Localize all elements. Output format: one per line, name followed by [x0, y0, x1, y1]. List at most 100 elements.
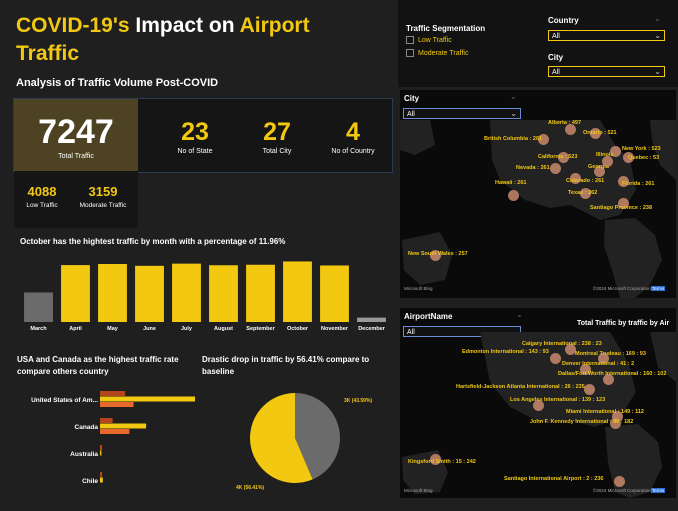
map-point-label: Nevada : 261 — [516, 165, 550, 171]
month-bar[interactable] — [320, 265, 349, 322]
month-bar[interactable] — [357, 317, 386, 322]
chevron-down-icon: ⌄ — [510, 327, 517, 336]
map-point-label: Santiago Province : 238 — [590, 205, 653, 211]
segment-low[interactable]: Low Traffic — [406, 36, 468, 44]
chevron-down-icon[interactable]: ⌄ — [516, 310, 523, 319]
country-bar[interactable] — [100, 391, 126, 396]
map-point-label: Miami International : 149 : 112 — [566, 409, 644, 415]
country-dropdown[interactable]: All ⌄ — [548, 30, 665, 41]
month-chart-title: October has the hightest traffic by mont… — [20, 237, 286, 246]
airport-map[interactable]: AirportName ⌄ All ⌄ Total Traffic by traf… — [400, 308, 676, 498]
country-bar[interactable] — [100, 477, 103, 483]
country-bar[interactable] — [100, 402, 134, 407]
map-point-label: Quebec : 53 — [628, 155, 660, 161]
total-traffic-card: 7247 Total Traffic — [14, 99, 138, 171]
month-bar[interactable] — [283, 261, 312, 322]
map-bubble[interactable] — [618, 176, 629, 187]
map-bubble[interactable] — [580, 188, 591, 199]
bing-logo: Microsoft Bing — [404, 488, 433, 493]
world-map-background — [402, 332, 676, 498]
month-bar[interactable] — [61, 265, 90, 322]
map-bubble[interactable] — [610, 418, 621, 429]
month-tick-label: August — [214, 326, 233, 332]
month-bar[interactable] — [24, 292, 53, 322]
country-bar[interactable] — [100, 418, 113, 423]
chevron-down-icon[interactable]: ⌄ — [510, 92, 517, 101]
map-bubble[interactable] — [565, 344, 576, 355]
month-bar[interactable] — [209, 265, 238, 322]
city-map-dropdown[interactable]: All ⌄ — [403, 108, 521, 119]
city-filter-label: City — [548, 53, 564, 62]
country-bar[interactable] — [100, 472, 103, 477]
month-tick-label: November — [321, 326, 349, 332]
airport-map-title: Total Traffic by traffic by Air — [577, 320, 670, 327]
map-point-label: Calgary International : 238 : 23 — [522, 341, 602, 347]
month-bar[interactable] — [135, 265, 164, 322]
map-bubble[interactable] — [603, 374, 614, 385]
map-bubble[interactable] — [610, 146, 621, 157]
map-bubble[interactable] — [584, 384, 595, 395]
map-bubble[interactable] — [623, 152, 634, 163]
month-tick-label: June — [143, 326, 156, 332]
pie-slice-label: 3K (43.59%) — [344, 398, 372, 404]
countries-value: 4 — [346, 118, 360, 146]
map-bubble[interactable] — [538, 134, 549, 145]
country-bar[interactable] — [100, 396, 195, 402]
checkbox-icon[interactable] — [406, 36, 414, 44]
dashboard-subtitle: Analysis of Traffic Volume Post-COVID — [16, 77, 219, 89]
map-bubble[interactable] — [614, 476, 625, 487]
map-bubble[interactable] — [508, 190, 519, 201]
low-traffic-label: Low Traffic — [26, 202, 58, 209]
country-tick-label: Chile — [82, 478, 98, 485]
month-bar[interactable] — [246, 264, 275, 322]
moderate-traffic-label: Moderate Traffic — [79, 202, 127, 209]
states-label: No of State — [177, 148, 213, 155]
pie-slice[interactable] — [295, 393, 340, 480]
map-bubble[interactable] — [565, 124, 576, 135]
airport-dropdown[interactable]: All ⌄ — [403, 326, 521, 337]
map-bubble[interactable] — [590, 128, 601, 139]
countries-label: No of Country — [331, 148, 375, 155]
map-bubble[interactable] — [602, 156, 613, 167]
month-tick-label: December — [358, 326, 385, 332]
country-bar[interactable] — [100, 445, 103, 450]
map-bubble[interactable] — [430, 454, 441, 465]
cities-value: 27 — [263, 118, 291, 146]
cities-label: Total City — [262, 148, 292, 155]
map-terms-link[interactable]: Terms — [651, 488, 666, 493]
map-bubble[interactable] — [612, 411, 623, 422]
pie-slice[interactable] — [250, 393, 313, 483]
month-bar[interactable] — [172, 263, 201, 322]
bing-logo: Microsoft Bing — [404, 286, 433, 291]
map-point-label: Alberta : 497 — [548, 120, 582, 126]
segment-moderate[interactable]: Moderate Traffic — [406, 49, 468, 57]
map-point-label: New South Wales : 257 — [408, 251, 468, 257]
map-bubble[interactable] — [558, 152, 569, 163]
countries-card: 4 No of Country — [318, 118, 388, 155]
map-bubble[interactable] — [580, 364, 591, 375]
map-point-label: Denver International : 41 : 2 — [562, 361, 635, 367]
country-bar[interactable] — [100, 429, 130, 434]
chevron-down-icon[interactable]: ⌄ — [654, 14, 661, 23]
map-bubble[interactable] — [550, 163, 561, 174]
cities-card: 27 Total City — [242, 118, 312, 155]
pie-slice-label: 4K (56.41%) — [236, 485, 264, 491]
city-dropdown[interactable]: All ⌄ — [548, 66, 665, 77]
month-tick-label: March — [30, 326, 47, 332]
world-map-background — [400, 120, 676, 298]
map-bubble[interactable] — [594, 166, 605, 177]
map-bubble[interactable] — [533, 400, 544, 411]
map-terms-link[interactable]: Terms — [651, 286, 666, 291]
map-bubble[interactable] — [570, 173, 581, 184]
city-map[interactable]: City ⌄ All ⌄ Alberta : 497 Ontario : 521 Br… — [400, 90, 676, 298]
map-bubble[interactable] — [550, 353, 561, 364]
map-bubble[interactable] — [618, 198, 629, 209]
map-credit: ©2024 Microsoft Corporation — [593, 488, 651, 493]
moderate-traffic-value: 3159 — [88, 184, 118, 199]
map-bubble[interactable] — [598, 353, 609, 364]
checkbox-icon[interactable] — [406, 49, 414, 57]
country-bar[interactable] — [100, 450, 102, 456]
country-bar[interactable] — [100, 423, 147, 429]
map-bubble[interactable] — [430, 250, 441, 261]
month-bar[interactable] — [98, 264, 127, 322]
